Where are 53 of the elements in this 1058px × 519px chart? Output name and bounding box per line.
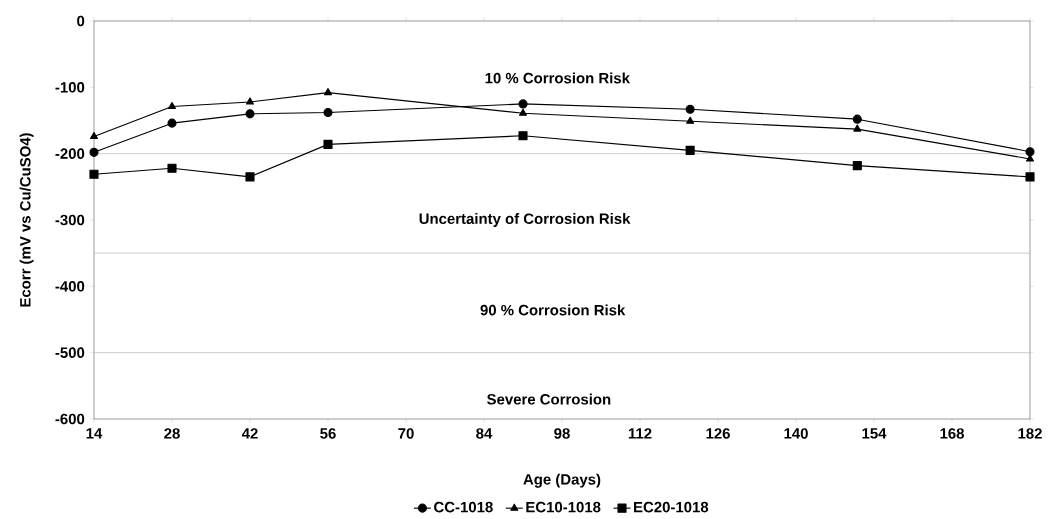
point: [167, 163, 177, 173]
point: [852, 114, 862, 124]
point: [323, 88, 333, 96]
point: [518, 131, 528, 141]
x-tick-label: 70: [398, 428, 414, 439]
point: [518, 108, 528, 116]
point: [685, 104, 695, 114]
point: [685, 145, 695, 155]
x-tick-label: 98: [554, 428, 570, 439]
x-tick-label: 140: [784, 428, 808, 439]
point: [1025, 147, 1035, 157]
y-tick-label: 0: [77, 15, 85, 27]
point: [853, 124, 862, 132]
x-axis-title: Age (Days): [523, 473, 601, 488]
y-tick-label: -100: [55, 82, 85, 93]
point: [1025, 172, 1035, 182]
x-tick-label: 28: [164, 428, 180, 439]
y-axis-title: Ecorr (mV vs Cu/CuSO4): [19, 133, 34, 307]
x-tick-label: 42: [241, 428, 258, 439]
x-tick-label: 56: [320, 428, 336, 439]
x-tick-label: 154: [862, 428, 887, 439]
point: [686, 116, 695, 124]
annotation: Uncertainty of Corrosion Risk: [419, 213, 631, 227]
x-tick-label: 168: [940, 428, 964, 439]
annotation: Severe Corrosion: [487, 393, 611, 405]
x-tick-label: 126: [706, 428, 730, 439]
point: [245, 172, 255, 182]
point: [852, 161, 862, 171]
point: [167, 118, 177, 128]
legend-label: CC-1018: [434, 501, 493, 513]
point: [1026, 154, 1035, 162]
point: [167, 102, 177, 110]
point: [89, 131, 99, 139]
point: [518, 99, 528, 109]
annotation: 10 % Corrosion Risk: [485, 72, 630, 84]
point: [89, 169, 99, 179]
point: [245, 109, 255, 119]
annotation: 90 % Corrosion Risk: [480, 304, 626, 316]
y-tick-label: -600: [55, 413, 85, 425]
point: [323, 107, 333, 118]
x-tick-label: 182: [1018, 428, 1042, 439]
legend-label: EC10-1018: [526, 501, 601, 513]
y-tick-label: -500: [55, 347, 85, 358]
y-tick-label: -300: [55, 214, 85, 226]
point: [89, 147, 99, 157]
x-tick-label: 84: [476, 428, 493, 439]
y-tick-label: -400: [55, 281, 85, 292]
point: [245, 97, 255, 105]
x-tick-label: 14: [86, 428, 103, 439]
point: [323, 139, 333, 149]
x-tick-label: 112: [628, 428, 652, 439]
legend-label: EC20-1018: [634, 501, 709, 513]
y-tick-label: -200: [55, 148, 85, 159]
